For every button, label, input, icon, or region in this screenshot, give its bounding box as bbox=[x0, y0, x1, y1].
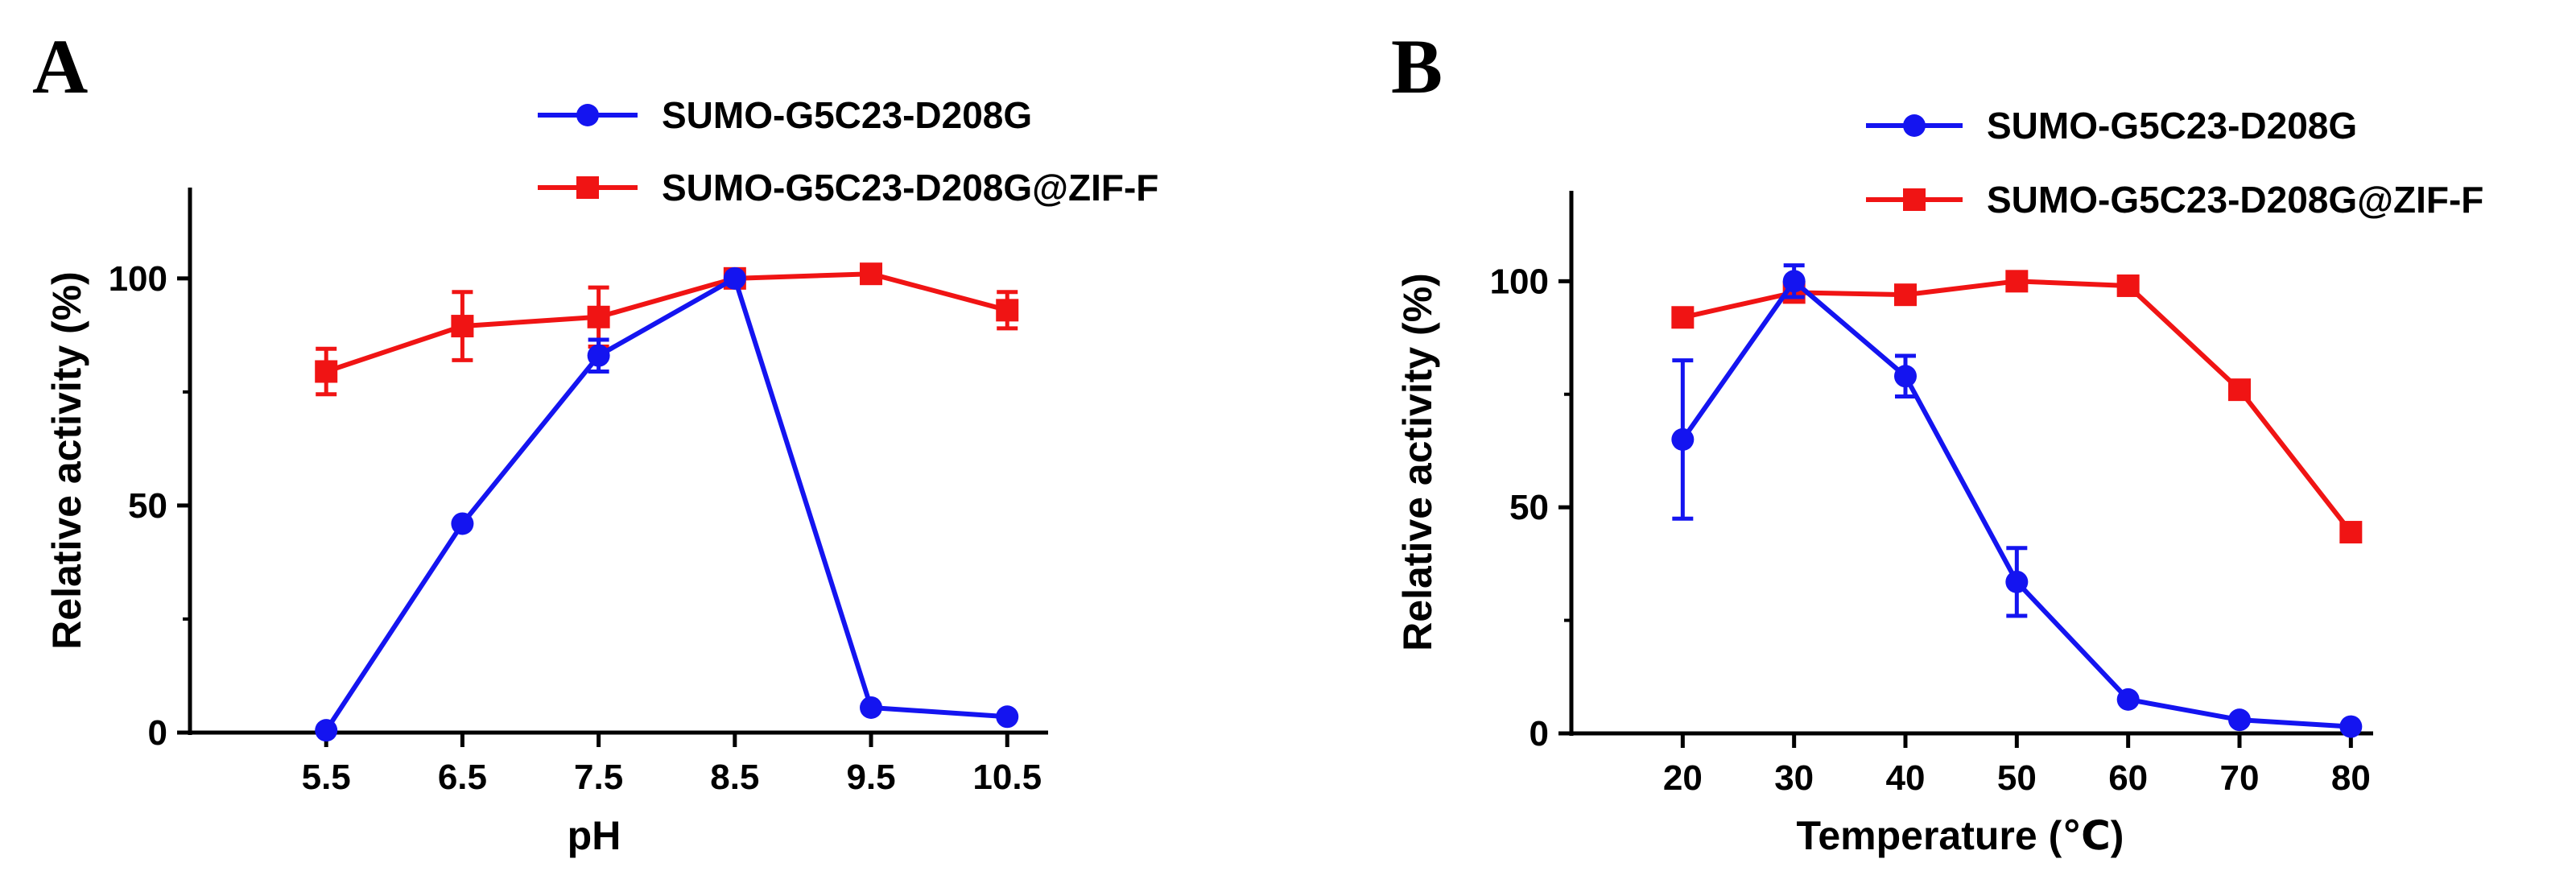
y-tick-label-a-0: 0 bbox=[148, 713, 167, 753]
data-point-b-series2-0 bbox=[1671, 306, 1695, 329]
y-tick-label-b-0: 0 bbox=[1530, 714, 1549, 754]
y-axis-title-b: Relative activity (%) bbox=[1395, 273, 1440, 651]
data-point-b-series1-5 bbox=[2228, 708, 2251, 732]
data-point-b-series1-2 bbox=[1894, 365, 1917, 388]
data-point-b-series1-3 bbox=[2005, 570, 2029, 593]
data-point-a-series1-1 bbox=[451, 512, 474, 535]
y-tick-label-a-1: 50 bbox=[128, 486, 167, 526]
y-tick-label-b-1: 50 bbox=[1509, 488, 1549, 527]
x-tick-label-a-0: 5.5 bbox=[302, 758, 351, 797]
legend-a: SUMO-G5C23-D208G SUMO-G5C23-D208G@ZIF-F bbox=[538, 94, 1158, 209]
x-tick-label-b-6: 80 bbox=[2331, 758, 2371, 798]
series-line-a-series1 bbox=[324, 275, 1008, 732]
x-tick-label-a-1: 6.5 bbox=[438, 758, 487, 797]
y-axis-title-a: Relative activity (%) bbox=[44, 271, 89, 650]
data-point-b-series1-1 bbox=[1782, 270, 1806, 293]
legend-label-a-series1: SUMO-G5C23-D208G bbox=[662, 94, 1032, 136]
x-tick-label-b-0: 20 bbox=[1663, 758, 1703, 798]
data-point-a-series2-5 bbox=[996, 299, 1019, 322]
panel-label-a: A bbox=[32, 23, 88, 109]
x-tick-label-a-5: 10.5 bbox=[972, 758, 1042, 797]
data-point-a-series1-2 bbox=[587, 344, 610, 367]
legend-label-b-series2: SUMO-G5C23-D208G@ZIF-F bbox=[1987, 179, 2483, 221]
legend-b: SUMO-G5C23-D208G SUMO-G5C23-D208G@ZIF-F bbox=[1866, 105, 2483, 221]
panel-label-b: B bbox=[1391, 23, 1443, 109]
x-tick-label-b-1: 30 bbox=[1774, 758, 1814, 798]
series-line-b-series1 bbox=[1680, 279, 2351, 729]
x-tick-label-a-3: 8.5 bbox=[710, 758, 759, 797]
x-tick-label-b-4: 60 bbox=[2108, 758, 2148, 798]
data-point-b-series1-6 bbox=[2339, 715, 2363, 738]
data-point-a-series1-4 bbox=[860, 696, 883, 719]
series-line-a-series2 bbox=[325, 271, 1009, 374]
data-point-b-series2-6 bbox=[2339, 521, 2363, 544]
x-axis-title-b: Temperature (℃) bbox=[1797, 813, 2124, 858]
data-point-b-series2-4 bbox=[2116, 274, 2140, 297]
data-point-b-series1-4 bbox=[2116, 687, 2140, 711]
data-point-a-series1-3 bbox=[723, 266, 746, 290]
legend-marker-b-series1 bbox=[1903, 114, 1926, 137]
data-point-b-series2-3 bbox=[2005, 270, 2029, 293]
x-tick-label-b-2: 40 bbox=[1886, 758, 1926, 798]
data-point-a-series1-5 bbox=[996, 705, 1019, 729]
legend-label-a-series2: SUMO-G5C23-D208G@ZIF-F bbox=[662, 167, 1158, 209]
legend-label-b-series1: SUMO-G5C23-D208G bbox=[1987, 105, 2357, 147]
panel-b: B SUMO-G5C23-D208G SUMO-G5C23-D208G@ZIF-… bbox=[1391, 23, 2483, 858]
panel-a: A SUMO-G5C23-D208G SUMO-G5C23-D208G@ZIF-… bbox=[32, 23, 1158, 858]
data-point-a-series2-2 bbox=[587, 305, 610, 328]
data-point-a-series2-0 bbox=[315, 360, 338, 383]
y-tick-label-b-2: 100 bbox=[1490, 262, 1549, 301]
series-line-b-series2 bbox=[1682, 279, 2353, 534]
data-point-b-series1-0 bbox=[1671, 427, 1695, 451]
x-tick-label-a-2: 7.5 bbox=[574, 758, 623, 797]
data-point-a-series1-0 bbox=[315, 719, 338, 742]
data-point-b-series2-5 bbox=[2228, 378, 2251, 402]
data-point-b-series2-2 bbox=[1894, 283, 1917, 307]
data-point-a-series2-4 bbox=[860, 262, 883, 286]
legend-marker-b-series2 bbox=[1903, 188, 1926, 211]
legend-marker-a-series2 bbox=[576, 176, 599, 199]
x-axis-title-a: pH bbox=[568, 813, 621, 858]
data-point-a-series2-1 bbox=[451, 315, 474, 338]
x-tick-label-a-4: 9.5 bbox=[846, 758, 895, 797]
x-tick-label-b-5: 70 bbox=[2220, 758, 2260, 798]
y-tick-label-a-2: 100 bbox=[109, 259, 167, 299]
x-tick-label-b-3: 50 bbox=[1997, 758, 2037, 798]
legend-marker-a-series1 bbox=[576, 104, 599, 126]
